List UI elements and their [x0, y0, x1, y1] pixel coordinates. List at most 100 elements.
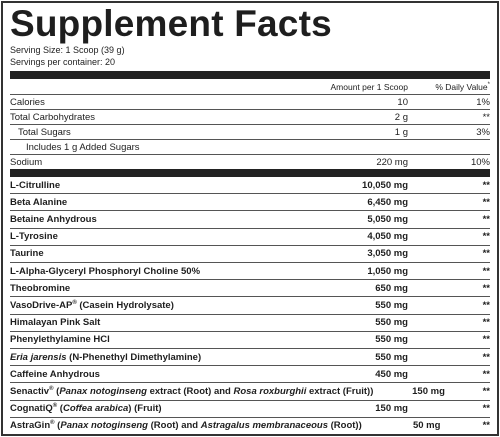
thick-rule [10, 71, 490, 79]
text: Phenylethylamine HCl [10, 334, 110, 346]
daily-value: ** [482, 248, 490, 260]
text: L-Tyrosine [10, 231, 58, 243]
amount: 550 mg [375, 334, 408, 346]
text: Calories [10, 96, 45, 108]
ingredient-row: Beta Alanine 6,450 mg ** [10, 194, 490, 212]
name: Theobromine [10, 283, 278, 294]
name: Betaine Anhydrous [10, 214, 278, 225]
name: Beta Alanine [10, 197, 278, 208]
superscript: ® [50, 420, 55, 427]
nutrient-row: Total Carbohydrates 2 g ** [10, 110, 490, 125]
amount-header: Amount per 1 Scoop [258, 81, 409, 92]
column-header: Amount per 1 Scoop % Daily Value* [10, 79, 490, 95]
ingredient-row: L-Tyrosine 4,050 mg ** [10, 229, 490, 246]
amount: 1 g [394, 126, 408, 138]
nutrient-row: Calories 10 1% [10, 95, 490, 110]
amount: 4,050 mg [367, 231, 408, 243]
name: CognatiQ® (Coffea arabica) (Fruit) [10, 403, 278, 414]
text: Amount per 1 Scoop [330, 81, 409, 92]
amount: 5,050 mg [367, 214, 408, 225]
daily-value: ** [482, 265, 490, 277]
italic-text: Panax notoginseng [60, 420, 148, 432]
italic-text: Eria jarensis [10, 351, 67, 363]
text: (Root)) [328, 420, 362, 432]
ingredient-row: Phenylethylamine HCl 550 mg ** [10, 332, 490, 350]
ingredient-row: VasoDrive-AP® (Casein Hydrolysate) 550 mg… [10, 297, 490, 315]
text: % Daily Value [435, 81, 488, 92]
text: Himalayan Pink Salt [10, 317, 101, 329]
ingredient-row: CognatiQ® (Coffea arabica) (Fruit) 150 mg… [10, 401, 490, 418]
nutrient-row: Total Sugars 1 g 3% [10, 125, 490, 140]
amount: 650 mg [375, 282, 408, 294]
ingredient-row: Eria jarensis (N-Phenethyl Dimethylamine… [10, 349, 490, 367]
daily-value: ** [482, 111, 490, 123]
text: (N-Phenethyl Dimethylamine) [66, 351, 202, 363]
name: Taurine [10, 248, 278, 259]
ingredient-row: L-Alpha-Glyceryl Phosphoryl Choline 50% 1… [10, 263, 490, 281]
servings-per-container: Servings per container: 20 [10, 57, 116, 67]
name: Total Sugars [10, 127, 278, 138]
text: Caffeine Anhydrous [10, 368, 100, 380]
superscript: ® [52, 403, 58, 410]
daily-value: ** [482, 334, 490, 346]
text: Total Carbohydrates [10, 111, 96, 123]
text: (Root) and [147, 420, 201, 432]
ingredient-row: Senactiv® (Panax notoginseng extract (Ro… [10, 383, 490, 401]
daily-value: ** [482, 214, 490, 225]
name: Total Carbohydrates [10, 112, 278, 123]
superscript: ® [72, 299, 77, 306]
text: (Casein Hydrolysate) [76, 300, 174, 312]
text: CognatiQ [10, 403, 53, 415]
text: ) (Fruit) [128, 403, 162, 415]
ingredient-row: Himalayan Pink Salt 550 mg ** [10, 315, 490, 332]
amount: 2 g [394, 111, 408, 123]
thick-rule [10, 169, 490, 177]
serving-size: Serving Size: 1 Scoop (39 g) [10, 45, 125, 55]
text: ( [53, 386, 60, 398]
amount: 3,050 mg [367, 248, 408, 260]
text: Senactiv [10, 386, 50, 398]
daily-value-header: % Daily Value* [408, 82, 490, 92]
text: extract (Fruit)) [306, 386, 374, 398]
name: Himalayan Pink Salt [10, 317, 278, 328]
text: Beta Alanine [10, 196, 68, 208]
amount: 6,450 mg [367, 196, 408, 208]
amount: 550 mg [375, 317, 408, 329]
text: AstraGin [10, 420, 51, 432]
title: Supplement Facts [10, 3, 332, 44]
ingredient-row: Betaine Anhydrous 5,050 mg ** [10, 211, 490, 229]
text: extract (Root) and [146, 386, 234, 398]
ingredient-row: Taurine 3,050 mg ** [10, 246, 490, 264]
ingredient-row: AstraGin® (Panax notoginseng (Root) and … [10, 418, 490, 434]
name: Caffeine Anhydrous [10, 369, 278, 380]
daily-value: ** [482, 231, 490, 243]
text: Taurine [10, 248, 44, 260]
amount: 1,050 mg [367, 265, 408, 277]
amount: 50 mg [412, 420, 441, 432]
text: VasoDrive-AP [10, 300, 73, 312]
daily-value: ** [482, 282, 490, 294]
text: Includes 1 g Added Sugars [26, 141, 140, 153]
amount: 10 [397, 96, 408, 108]
nutrient-row: Sodium 220 mg 10% [10, 155, 490, 170]
name: Calories [10, 97, 278, 108]
ingredient-row: Theobromine 650 mg ** [10, 280, 490, 298]
daily-value: 10% [470, 156, 490, 168]
italic-text: Panax notoginseng [59, 386, 147, 398]
name: L-Tyrosine [10, 231, 278, 242]
daily-value: ** [482, 368, 490, 380]
daily-value: ** [482, 196, 490, 208]
daily-value: ** [482, 317, 490, 329]
amount: 450 mg [375, 368, 408, 380]
italic-text: Rosa roxburghii [233, 386, 307, 398]
ingredient-row: L-Citrulline 10,050 mg ** [10, 177, 490, 195]
name: Eria jarensis (N-Phenethyl Dimethylamine… [10, 352, 278, 363]
text: Sodium [10, 156, 43, 168]
amount: 550 mg [375, 300, 408, 312]
italic-text: Coffea arabica [62, 403, 129, 415]
daily-value: ** [482, 351, 490, 363]
text: ( [54, 420, 61, 432]
text: L-Citrulline [10, 179, 61, 191]
